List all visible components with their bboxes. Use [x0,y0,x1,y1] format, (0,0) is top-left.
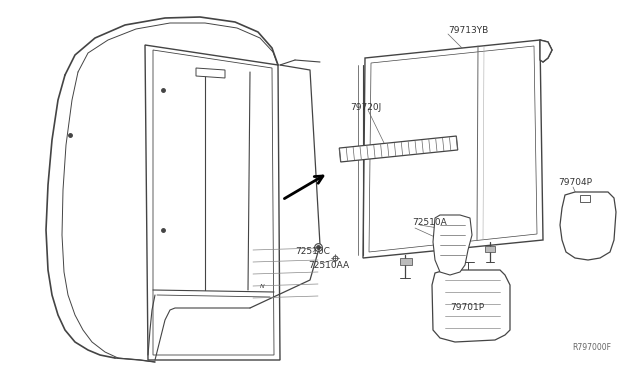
Text: 79720J: 79720J [350,103,381,112]
Text: R797000F: R797000F [572,343,611,352]
Text: 72510C: 72510C [295,247,330,256]
Polygon shape [432,270,510,342]
Text: 79701P: 79701P [450,302,484,311]
Polygon shape [196,68,225,78]
Text: 72510A: 72510A [412,218,447,227]
Polygon shape [540,40,552,62]
Polygon shape [485,246,495,252]
Text: 79704P: 79704P [558,177,592,186]
Polygon shape [339,136,458,162]
Polygon shape [400,258,412,265]
Text: 79713YB: 79713YB [448,26,488,35]
Polygon shape [433,215,472,275]
Text: 72510AA: 72510AA [308,260,349,269]
Polygon shape [145,45,280,360]
Polygon shape [363,40,543,258]
Polygon shape [580,195,590,202]
Text: N: N [260,283,264,289]
Polygon shape [560,192,616,260]
